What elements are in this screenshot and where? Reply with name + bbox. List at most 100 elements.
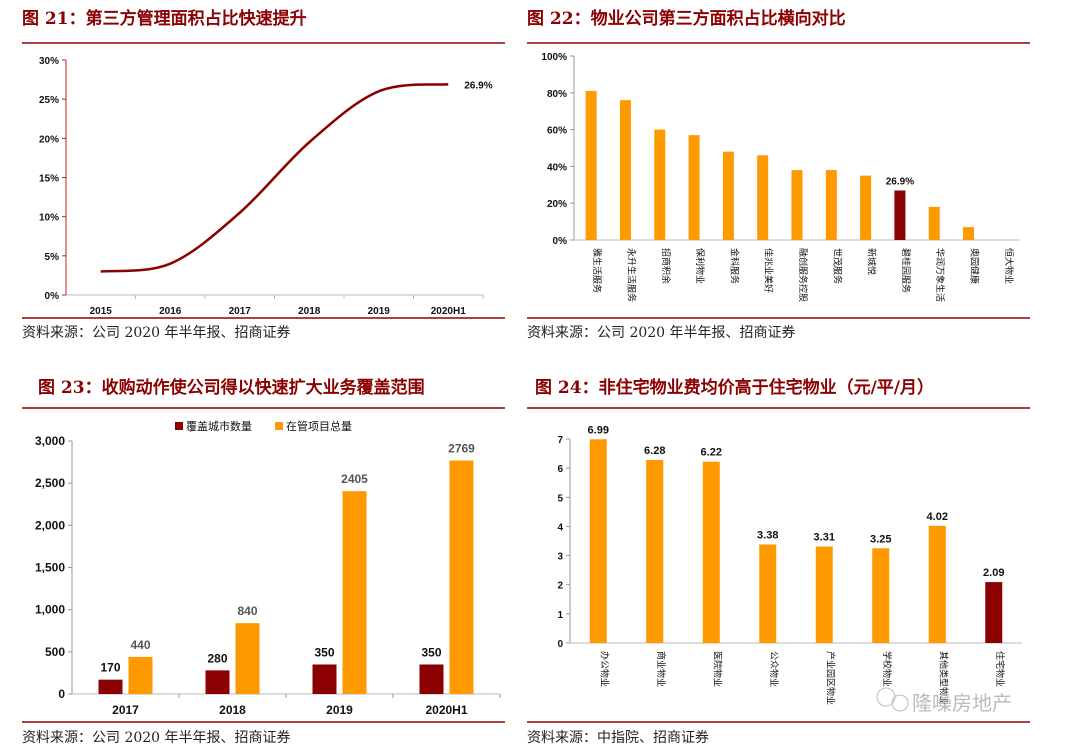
- data-label: 2769: [448, 441, 475, 455]
- x-tick-label: 2018: [298, 306, 321, 317]
- y-tick-label: 3: [557, 552, 563, 563]
- y-tick-label: 5%: [45, 252, 60, 263]
- bar: [757, 155, 769, 240]
- y-tick-label: 40%: [547, 162, 567, 173]
- y-tick-label: 1,500: [35, 561, 65, 575]
- x-tick-label: 其他类型物业: [937, 651, 949, 705]
- x-tick-label: 2016: [159, 306, 182, 317]
- bar: [985, 582, 1003, 643]
- x-tick-label: 2020H1: [425, 703, 467, 717]
- data-label: 350: [314, 645, 334, 659]
- data-label: 26.9%: [886, 177, 914, 188]
- bar: [825, 170, 837, 240]
- data-label: 350: [421, 645, 441, 659]
- bar: [963, 227, 975, 240]
- chart-23-title: 图 23：收购动作使公司得以快速扩大业务覆盖范围: [38, 377, 425, 398]
- data-label: 280: [207, 651, 227, 665]
- chart-24-title: 图 24：非住宅物业费均价高于住宅物业（元/平/月）: [535, 377, 934, 398]
- y-tick-label: 3,000: [35, 434, 65, 448]
- y-tick-label: 1: [557, 610, 563, 621]
- y-tick-label: 4: [557, 522, 563, 533]
- bar: [791, 170, 803, 240]
- bar: [312, 664, 337, 694]
- bar: [759, 544, 777, 643]
- data-label: 6.28: [644, 445, 665, 457]
- bar: [702, 461, 720, 643]
- data-label: 4.02: [927, 511, 948, 523]
- y-tick-label: 1,000: [35, 603, 65, 617]
- x-tick-label: 华润万象生活: [934, 248, 946, 302]
- x-tick-label: 碧桂园服务: [900, 248, 912, 293]
- data-label: 2405: [341, 472, 368, 486]
- bar: [928, 206, 940, 240]
- bar: [872, 548, 890, 643]
- bar: [815, 546, 833, 643]
- x-tick-label: 公众物业: [768, 651, 780, 687]
- bar: [128, 656, 153, 694]
- x-tick-label: 招商积余: [660, 248, 672, 284]
- bar: [646, 459, 664, 643]
- bar: [894, 190, 906, 240]
- x-tick-label: 2019: [326, 703, 353, 717]
- data-label: 2.09: [983, 567, 1004, 579]
- x-tick-label: 奥园健康: [969, 248, 981, 284]
- x-tick-label: 世茂服务: [831, 248, 843, 284]
- legend-label: 覆盖城市数量: [186, 419, 252, 433]
- y-tick-label: 2: [557, 581, 563, 592]
- x-tick-label: 2020H1: [431, 306, 466, 317]
- bar: [928, 525, 946, 643]
- series-line: [100, 83, 449, 273]
- y-tick-label: 20%: [39, 134, 59, 145]
- legend-label: 在管项目总量: [286, 419, 352, 433]
- watermark: 隆噪房地产: [876, 687, 1012, 715]
- x-tick-label: 医院物业: [711, 651, 723, 687]
- x-tick-label: 永升生活服务: [625, 248, 637, 302]
- x-tick-label: 融创服务控股: [797, 248, 809, 302]
- y-tick-label: 20%: [547, 199, 567, 210]
- x-tick-label: 佳兆业美好: [763, 248, 775, 293]
- chart-24: 图 24：非住宅物业费均价高于住宅物业（元/平/月） 资料来源：中指院、招商证券…: [527, 377, 1030, 746]
- bar: [205, 670, 230, 694]
- y-tick-label: 2,500: [35, 476, 65, 490]
- y-tick-label: 7: [557, 435, 563, 446]
- chart-24-source: 资料来源：中指院、招商证券: [527, 730, 709, 746]
- x-tick-label: 学校物业: [881, 651, 893, 687]
- chart-21: 图 21：第三方管理面积占比快速提升 资料来源：公司 2020 年半年报、招商证…: [22, 8, 505, 341]
- y-tick-label: 100%: [541, 52, 567, 63]
- bar: [589, 439, 607, 643]
- x-tick-label: 恒大物业: [1003, 248, 1015, 284]
- legend-swatch: [175, 422, 183, 430]
- y-tick-label: 6: [557, 464, 563, 475]
- bar: [235, 623, 260, 694]
- chart-22-source: 资料来源：公司 2020 年半年报、招商证券: [527, 325, 796, 341]
- y-tick-label: 0: [557, 639, 563, 650]
- chart-21-source: 资料来源：公司 2020 年半年报、招商证券: [22, 325, 291, 341]
- chart-23-source: 资料来源：公司 2020 年半年报、招商证券: [22, 730, 291, 746]
- bar: [654, 129, 666, 240]
- bar: [860, 175, 872, 240]
- y-tick-label: 15%: [39, 174, 59, 185]
- y-tick-label: 80%: [547, 89, 567, 100]
- legend-swatch: [275, 422, 283, 430]
- x-tick-label: 商业物业: [655, 651, 667, 687]
- x-tick-label: 产业园区物业: [824, 651, 836, 705]
- data-label: 3.31: [814, 532, 835, 544]
- x-tick-label: 新城悦: [866, 248, 878, 275]
- bar: [722, 151, 734, 240]
- watermark-text: 隆噪房地产: [912, 691, 1012, 715]
- x-tick-label: 保利物业: [694, 248, 706, 284]
- bar: [619, 100, 631, 240]
- data-label: 6.99: [588, 424, 609, 436]
- y-tick-label: 25%: [39, 95, 59, 106]
- x-tick-label: 2018: [219, 703, 246, 717]
- x-tick-label: 办公物业: [598, 651, 610, 687]
- y-tick-label: 500: [45, 645, 65, 659]
- y-tick-label: 0: [58, 687, 65, 701]
- y-tick-label: 0%: [553, 236, 568, 247]
- x-tick-label: 住宅物业: [994, 651, 1006, 687]
- y-tick-label: 30%: [39, 56, 59, 67]
- data-label: 3.25: [870, 533, 891, 545]
- y-tick-label: 0%: [45, 291, 60, 302]
- y-tick-label: 2,000: [35, 518, 65, 532]
- chart-23: 图 23：收购动作使公司得以快速扩大业务覆盖范围 资料来源：公司 2020 年半…: [22, 377, 505, 746]
